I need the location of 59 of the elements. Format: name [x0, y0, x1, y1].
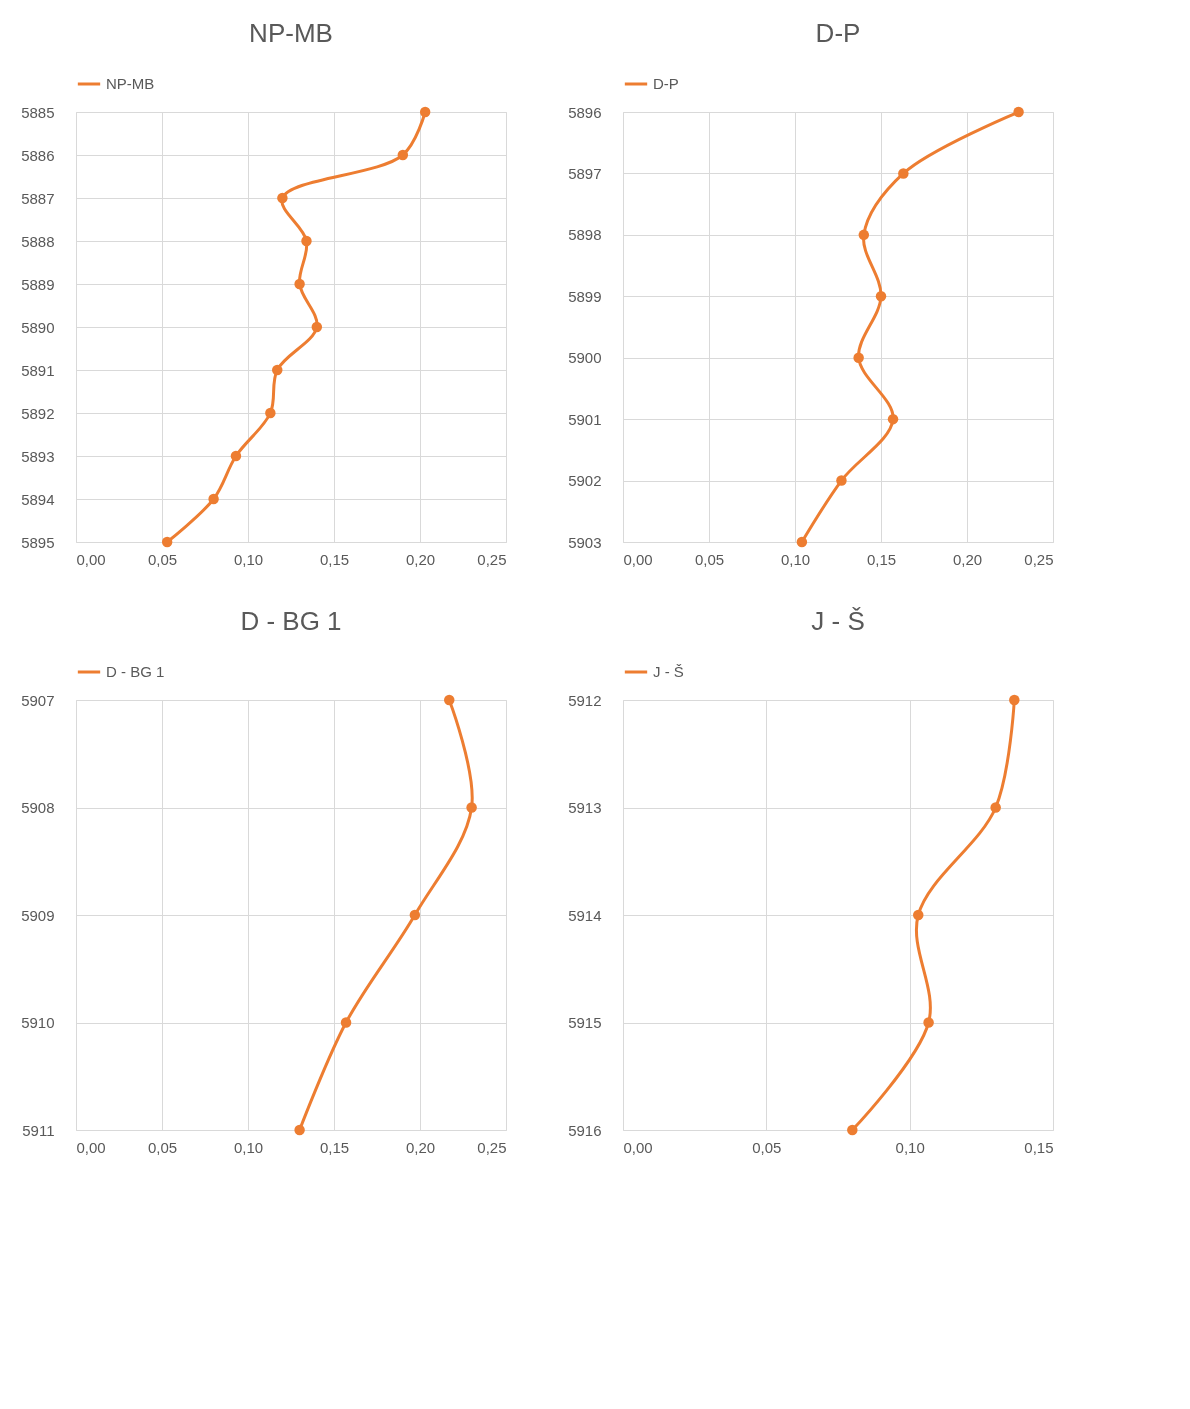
y-tick-label: 5890 [21, 318, 55, 336]
y-tick-label: 5912 [568, 691, 602, 709]
x-tick-label: 0,10 [233, 550, 264, 568]
legend-label: D-P [653, 75, 679, 92]
chart-title: D-P [815, 18, 861, 48]
y-tick-label: 5901 [568, 410, 602, 428]
y-tick-label: 5894 [21, 490, 55, 508]
y-tick-label: 5902 [568, 472, 602, 490]
y-tick-label: 5913 [568, 799, 602, 816]
legend-label: NP-MB [106, 75, 155, 92]
x-tick-label: 0,05 [694, 550, 725, 568]
y-tick-label: 5887 [21, 189, 55, 207]
y-tick-label: 5898 [568, 226, 602, 244]
x-tick-label: 0,05 [147, 1138, 178, 1156]
y-tick-label: 5908 [21, 799, 55, 816]
y-tick-label: 5888 [21, 232, 55, 250]
x-tick-label: 0,15 [866, 550, 897, 568]
y-tick-label: 5895 [21, 533, 55, 551]
x-tick-label: 0,00 [76, 1138, 106, 1156]
chart-title: D - BG 1 [240, 606, 342, 636]
y-tick-label: 5900 [568, 349, 602, 367]
y-tick-label: 5909 [21, 906, 55, 924]
y-tick-label: 5911 [22, 1121, 55, 1139]
y-tick-label: 5885 [21, 103, 55, 121]
y-tick-label: 5914 [568, 906, 602, 924]
y-tick-label: 5910 [21, 1014, 55, 1031]
y-tick-label: 5892 [21, 404, 55, 422]
y-tick-label: 5899 [568, 287, 602, 305]
x-tick-label: 0,00 [76, 550, 106, 568]
y-tick-label: 5915 [568, 1014, 602, 1031]
x-tick-label: 0,20 [405, 550, 436, 568]
x-tick-label: 0,00 [623, 1138, 653, 1156]
x-tick-label: 0,05 [147, 550, 178, 568]
y-tick-label: 5896 [568, 103, 602, 121]
x-tick-label: 0,25 [477, 550, 507, 568]
x-tick-label: 0,00 [623, 550, 653, 568]
chart-title: NP-MB [249, 18, 333, 48]
y-tick-label: 5886 [21, 146, 55, 164]
x-tick-label: 0,25 [1024, 550, 1054, 568]
x-tick-label: 0,15 [319, 550, 350, 568]
x-tick-label: 0,10 [780, 550, 811, 568]
x-tick-label: 0,15 [319, 1138, 350, 1156]
chart-title: J - Š [811, 606, 865, 636]
x-tick-label: 0,15 [1024, 1138, 1054, 1156]
y-tick-label: 5889 [21, 275, 55, 293]
x-tick-label: 0,10 [233, 1138, 264, 1156]
y-tick-label: 5897 [568, 164, 602, 182]
y-tick-label: 5916 [568, 1121, 602, 1139]
y-tick-label: 5893 [21, 447, 55, 465]
legend-label: D - BG 1 [106, 663, 165, 680]
y-tick-label: 5903 [568, 533, 602, 551]
x-tick-label: 0,25 [477, 1138, 507, 1156]
x-tick-label: 0,05 [752, 1138, 782, 1156]
legend-label: J - Š [653, 663, 684, 680]
x-tick-label: 0,20 [952, 550, 983, 568]
x-tick-label: 0,20 [405, 1138, 436, 1156]
x-tick-label: 0,10 [895, 1138, 925, 1156]
y-tick-label: 5907 [21, 691, 55, 709]
y-tick-label: 5891 [21, 361, 55, 379]
